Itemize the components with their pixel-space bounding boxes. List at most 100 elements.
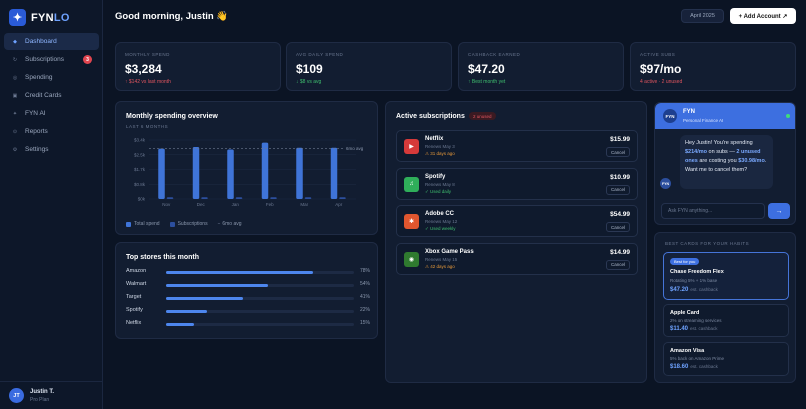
x-tick-label: Jan <box>232 202 240 207</box>
subscription-item[interactable]: ♫ Spotify Renews May 8 ✓ Used daily $10.99 Ca… <box>396 167 638 200</box>
credit-card-recommendation[interactable]: Apple Card 2% on streaming services $11.… <box>663 304 789 337</box>
store-percent: 22% <box>359 307 370 313</box>
bar-subscriptions <box>235 197 243 199</box>
x-tick-label: Mar <box>300 202 308 207</box>
add-account-button[interactable]: + Add Account ↗ <box>730 8 796 24</box>
sidebar-item-settings[interactable]: ⚙ Settings <box>4 141 99 158</box>
legend-label: Total spend <box>134 221 160 227</box>
play-icon: ▶ <box>404 139 419 154</box>
kpi-label: AVG DAILY SPEND <box>296 52 344 57</box>
kpi-value: $47.20 <box>468 62 505 76</box>
sidebar-item-subscriptions[interactable]: ↻ Subscriptions 3 <box>4 51 99 68</box>
store-percent: 41% <box>359 294 370 300</box>
sidebar-item-reports[interactable]: ⊙ Reports <box>4 123 99 140</box>
credit-card-recommendation[interactable]: Best for you Chase Freedom Flex Rotating… <box>663 252 789 300</box>
store-progress-fill <box>166 310 208 313</box>
grid-icon: ◆ <box>13 38 17 45</box>
ai-avatar: FYN <box>663 109 677 123</box>
ai-chat-card: FYN FYN Personal Finance AI Hey Justin! … <box>654 102 796 225</box>
kpi-value: $97/mo <box>640 62 682 76</box>
subscription-price: $54.99 <box>610 211 630 218</box>
card-cashback: $18.60 est. cashback <box>670 364 718 370</box>
store-progress-track <box>166 310 354 313</box>
subscription-item[interactable]: ▶ Netflix Renews May 3 ⚠ 31 days ago $15.99 C… <box>396 130 638 162</box>
store-row: Walmart 54% <box>126 281 370 289</box>
sidebar-item-label: Subscriptions <box>25 56 65 63</box>
cancel-button[interactable]: Cancel <box>606 222 630 232</box>
legend-swatch <box>169 221 175 227</box>
cancel-button[interactable]: Cancel <box>606 147 630 157</box>
avatar: JT <box>9 388 24 403</box>
subscriptions-card: Active subscriptions 2 unused ▶ Netflix Re… <box>385 101 647 383</box>
spending-overview-card: Monthly spending overview LAST 6 MONTHS … <box>115 101 378 235</box>
ai-message: Hey Justin! You're spending $214/mo on s… <box>680 135 773 189</box>
store-progress-track <box>166 297 354 300</box>
subscription-renewal: Renews May 15 <box>425 256 458 262</box>
send-button[interactable]: → <box>768 203 790 219</box>
store-progress-fill <box>166 323 195 326</box>
kpi-label: ACTIVE SUBS <box>640 52 676 57</box>
sidebar: ✦ FYNLO ◆ Dashboard ↻ Subscriptions 3 ◎ Spen… <box>0 0 103 409</box>
legend-item-avg: ‐ ‐6mo avg <box>218 221 242 227</box>
best-for-you-badge: Best for you <box>670 258 700 265</box>
adobe-icon: ✱ <box>404 214 419 229</box>
y-tick-label: $3.4k <box>134 138 146 143</box>
y-tick-label: $0.8k <box>134 182 146 187</box>
kpi-delta: ↓ $8 vs avg <box>296 79 322 85</box>
card-name: Apple Card <box>670 310 700 316</box>
sidebar-item-label: Dashboard <box>25 38 57 45</box>
logo[interactable]: ✦ FYNLO <box>9 9 70 26</box>
legend-item-total: Total spend <box>126 221 160 227</box>
subscription-renewal: Renews May 12 <box>425 219 458 224</box>
store-progress-fill <box>166 271 313 274</box>
sidebar-item-dashboard[interactable]: ◆ Dashboard <box>4 33 99 50</box>
sidebar-item-fyn-ai[interactable]: ✦ FYN AI <box>4 105 99 122</box>
bar-total-spend <box>192 146 200 199</box>
bar-subscriptions <box>339 197 346 199</box>
kpi-card-avg-daily: AVG DAILY SPEND $109 ↓ $8 vs avg <box>286 42 452 91</box>
store-name: Netflix <box>126 320 142 326</box>
date-selector[interactable]: April 2025 <box>681 9 724 23</box>
cancel-button[interactable]: Cancel <box>606 259 630 270</box>
sidebar-nav: ◆ Dashboard ↻ Subscriptions 3 ◎ Spending ▣ Cr… <box>4 33 99 159</box>
subscription-name: Netflix <box>425 136 444 142</box>
card-cashback: $47.20 est. cashback <box>670 287 718 293</box>
chart-icon: ◎ <box>12 74 18 81</box>
subscription-usage: ⚠ 42 days ago <box>425 263 455 269</box>
subscription-item[interactable]: ✱ Adobe CC Renews May 12 ✓ Used weekly $54.9… <box>396 205 638 237</box>
sidebar-item-label: Settings <box>25 146 49 153</box>
cancel-button[interactable]: Cancel <box>606 184 630 195</box>
user-name: Justin T. <box>30 388 55 395</box>
store-row: Amazon 78% <box>126 268 370 276</box>
subscription-renewal: Renews May 3 <box>425 144 455 149</box>
user-profile[interactable]: JT Justin T. Pro Plan <box>0 381 102 409</box>
card-title: BEST CARDS FOR YOUR HABITS <box>665 241 750 246</box>
sidebar-item-spending[interactable]: ◎ Spending <box>4 69 99 86</box>
credit-card-recommendation[interactable]: Amazon Visa 5% back on Amazon Prime $18.… <box>663 342 789 376</box>
card-description: Rotating 5% + 1% base <box>670 278 718 283</box>
ai-chat-input[interactable]: Ask FYN anything... <box>661 203 765 219</box>
subscription-usage: ⚠ 31 days ago <box>425 151 455 156</box>
card-subtitle: LAST 6 MONTHS <box>126 124 169 129</box>
ai-avatar-small: FYN <box>660 178 671 189</box>
spending-chart: $0k $0.8k $1.7k $2.5k $3.4k Nov Dec Jan Feb Mar Ap… <box>134 138 364 208</box>
store-name: Spotify <box>126 307 143 313</box>
card-icon: ▣ <box>12 92 18 99</box>
bar-total-spend <box>227 149 234 199</box>
subscription-usage: ✓ Used daily <box>425 188 452 194</box>
x-tick-label: Dec <box>197 202 206 207</box>
sidebar-item-credit-cards[interactable]: ▣ Credit Cards <box>4 87 99 104</box>
kpi-delta: 4 active · 2 unused <box>640 79 683 85</box>
kpi-delta: ↑ Best month yet <box>468 79 506 85</box>
store-row: Target 41% <box>126 294 370 302</box>
subscription-price: $10.99 <box>610 173 630 181</box>
legend-dash: ‐ ‐ <box>217 221 221 227</box>
subscription-item[interactable]: ◉ Xbox Game Pass Renews May 15 ⚠ 42 days ag… <box>396 242 638 275</box>
y-tick-label: $0k <box>138 197 146 202</box>
kpi-delta: ↑ $142 vs last month <box>125 79 171 85</box>
store-progress-track <box>166 284 354 287</box>
store-percent: 54% <box>359 281 370 287</box>
kpi-card-active-subs: ACTIVE SUBS $97/mo 4 active · 2 unused <box>630 42 796 91</box>
subscription-usage: ✓ Used weekly <box>425 226 456 231</box>
sidebar-item-label: FYN AI <box>25 110 46 117</box>
